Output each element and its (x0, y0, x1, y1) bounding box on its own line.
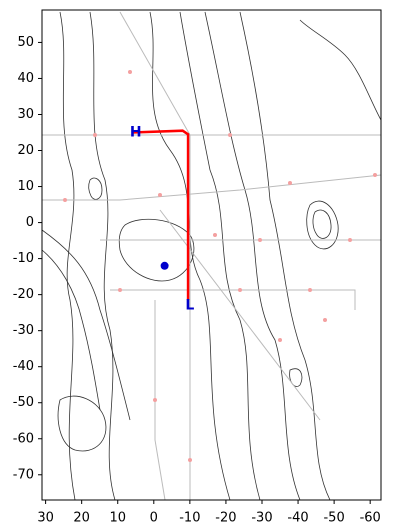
tracks (42, 11, 381, 500)
x-tick-label: -20 (215, 511, 236, 526)
y-tick-label: 50 (17, 35, 34, 50)
contours (42, 11, 381, 500)
y-tick-label: -10 (13, 251, 34, 266)
x-tick-label: -50 (323, 511, 344, 526)
y-tick-label: -60 (13, 431, 34, 446)
x-tick-label: -60 (360, 511, 381, 526)
y-tick-label: -70 (13, 467, 34, 482)
y-tick-label: 20 (17, 143, 34, 158)
x-tick-label: 20 (73, 511, 90, 526)
y-tick-label: -40 (13, 359, 34, 374)
x-tick-label: -40 (287, 511, 308, 526)
y-tick-label: 40 (17, 71, 34, 86)
x-tick-label: -10 (179, 511, 200, 526)
x-tick-label: 0 (150, 511, 158, 526)
x-tick-label: 10 (109, 511, 126, 526)
track-line (132, 129, 190, 301)
point (160, 261, 169, 270)
x-tick-label: -30 (251, 511, 272, 526)
y-tick-label: 0 (26, 215, 34, 230)
y-tick-label: 10 (17, 179, 34, 194)
y-tick-label: -20 (13, 287, 34, 302)
annotation: H (130, 125, 142, 141)
x-tick-label: 30 (37, 511, 54, 526)
y-tick-label: 30 (17, 107, 34, 122)
y-tick-label: -30 (13, 323, 34, 338)
y-tick-label: -50 (13, 395, 34, 410)
annotation: L (185, 297, 194, 313)
plot-frame (41, 9, 382, 501)
